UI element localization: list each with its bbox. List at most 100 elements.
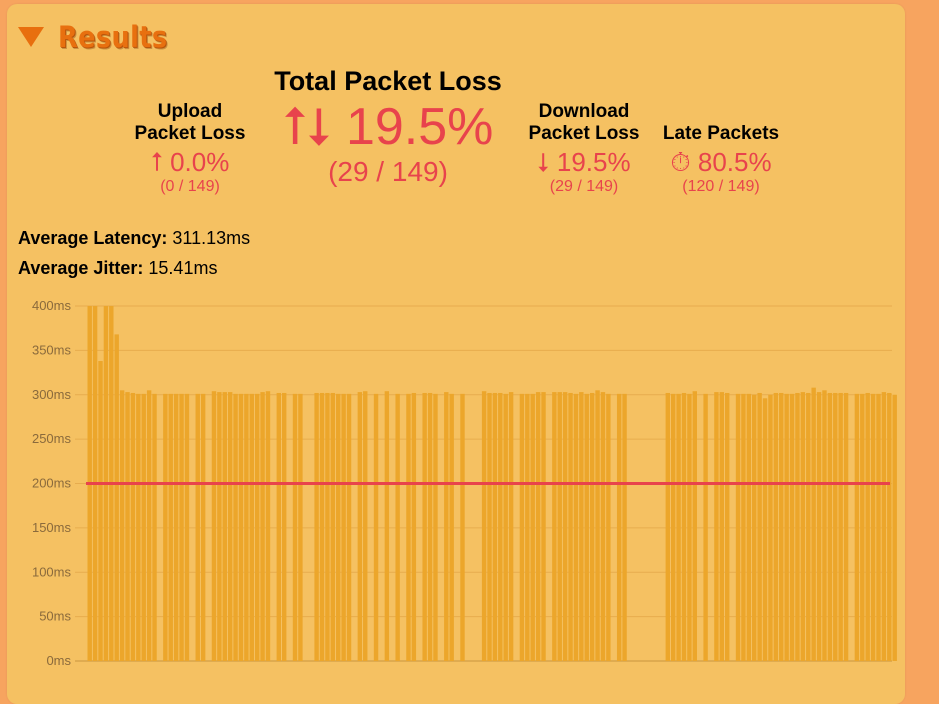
latency-bar xyxy=(395,393,400,661)
results-title: Results xyxy=(58,20,168,54)
latency-bar xyxy=(119,390,125,661)
latency-bar xyxy=(865,392,870,661)
latency-bar xyxy=(125,392,130,661)
latency-bar xyxy=(725,392,730,661)
latency-bar xyxy=(806,392,811,661)
latency-bar xyxy=(876,393,881,661)
latency-bar xyxy=(843,392,849,661)
latency-bar xyxy=(784,393,789,661)
triangle-down-icon xyxy=(18,27,44,47)
y-tick-label: 300ms xyxy=(32,387,72,402)
latency-bar xyxy=(319,392,325,661)
latency-bar xyxy=(222,392,227,661)
latency-bar xyxy=(573,393,579,661)
latency-bar xyxy=(346,393,352,661)
stopwatch-icon: ⏱ xyxy=(670,147,691,177)
latency-bar xyxy=(254,393,260,661)
latency-bar xyxy=(606,393,611,661)
latency-bar xyxy=(503,393,508,661)
y-tick-label: 400ms xyxy=(32,298,72,313)
latency-bar xyxy=(276,392,281,661)
latency-bar xyxy=(357,392,363,661)
latency-bar xyxy=(195,393,200,661)
latency-bar xyxy=(584,393,589,661)
latency-bar xyxy=(622,393,627,661)
latency-bar xyxy=(168,393,173,661)
y-tick-label: 100ms xyxy=(32,564,72,579)
latency-bar xyxy=(314,392,319,661)
latency-bar xyxy=(244,393,249,661)
latency-bar xyxy=(719,392,725,661)
latency-bar xyxy=(670,393,676,661)
y-tick-label: 350ms xyxy=(32,342,72,357)
latency-bar xyxy=(179,393,184,661)
latency-bar xyxy=(827,392,833,661)
down-arrow-icon: ⭣ xyxy=(537,147,550,177)
latency-bar xyxy=(341,393,346,661)
latency-bar xyxy=(752,394,757,661)
latency-bar xyxy=(200,393,206,661)
download-label-line1: Download xyxy=(538,101,630,122)
latency-bar xyxy=(714,392,719,661)
latency-bar xyxy=(238,393,244,661)
latency-bar xyxy=(265,391,271,661)
latency-bar xyxy=(676,393,681,661)
latency-bar xyxy=(746,393,752,661)
latency-bar xyxy=(130,392,136,661)
latency-bar xyxy=(384,391,390,661)
upload-value: ⭡ 0.0% xyxy=(125,147,255,177)
latency-bar xyxy=(173,393,179,661)
average-latency: Average Latency: 311.13ms xyxy=(18,228,250,249)
y-tick-label: 150ms xyxy=(32,520,72,535)
latency-bar xyxy=(838,392,843,661)
download-label-line2: Packet Loss xyxy=(528,123,640,144)
latency-bar xyxy=(211,391,217,661)
latency-bar xyxy=(260,392,265,661)
latency-bar xyxy=(146,390,152,661)
upload-count: (0 / 149) xyxy=(160,178,220,195)
latency-bar xyxy=(433,393,438,661)
y-tick-label: 250ms xyxy=(32,431,72,446)
latency-bar xyxy=(816,392,822,661)
latency-bar xyxy=(481,391,487,661)
upload-label-line2: Packet Loss xyxy=(134,123,246,144)
y-tick-label: 200ms xyxy=(32,476,72,491)
late-label: Late Packets xyxy=(662,123,780,144)
average-jitter: Average Jitter: 15.41ms xyxy=(18,258,217,279)
latency-bar xyxy=(406,393,411,661)
late-count: (120 / 149) xyxy=(682,178,760,195)
latency-bar xyxy=(530,393,535,661)
latency-bar xyxy=(498,392,503,661)
latency-bar xyxy=(552,392,557,661)
latency-bar xyxy=(136,393,141,661)
latency-bar xyxy=(184,393,190,661)
total-label: Total Packet Loss xyxy=(274,66,502,96)
late-value: ⏱ 80.5% xyxy=(655,147,787,177)
latency-bar xyxy=(487,392,492,661)
latency-bar xyxy=(589,392,595,661)
latency-bar xyxy=(492,392,498,661)
latency-bar xyxy=(449,393,454,661)
latency-bar xyxy=(325,392,330,661)
latency-bar xyxy=(535,392,541,661)
latency-bar xyxy=(860,393,865,661)
latency-bar xyxy=(422,392,427,661)
latency-bar xyxy=(444,392,449,661)
latency-bar xyxy=(854,393,860,661)
latency-bar xyxy=(600,392,606,661)
latency-bar xyxy=(789,393,795,661)
latency-bar xyxy=(336,393,341,661)
latency-bar xyxy=(249,393,254,661)
latency-bar xyxy=(800,392,806,661)
upload-packet-loss: Upload Packet Loss ⭡ 0.0% (0 / 149) xyxy=(125,101,255,197)
latency-bar xyxy=(282,392,287,661)
latency-bar xyxy=(152,393,157,661)
results-toggle[interactable]: Results xyxy=(18,20,182,54)
total-count: (29 / 149) xyxy=(328,156,448,187)
upload-percent: 0.0% xyxy=(170,147,230,177)
latency-bar xyxy=(768,394,773,661)
latency-bar xyxy=(833,392,838,661)
latency-bar xyxy=(687,393,692,661)
latency-bar xyxy=(692,391,697,661)
latency-bar xyxy=(579,392,584,661)
